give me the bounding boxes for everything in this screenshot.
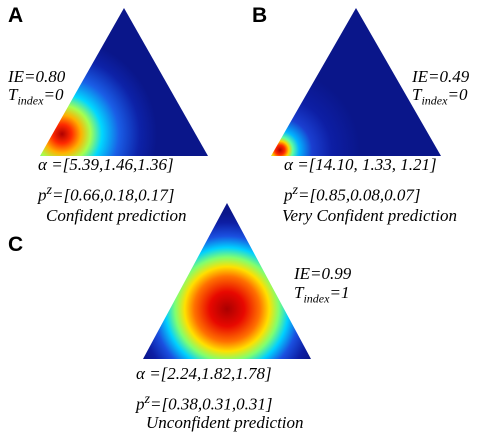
panel-letter-a: A xyxy=(8,4,24,27)
alpha-values: =[2.24,1.82,1.78] xyxy=(144,364,272,383)
tindex-symbol: T xyxy=(294,283,304,302)
alpha-b: α =[14.10, 1.33, 1.21] xyxy=(284,155,437,174)
tindex-subscript: index xyxy=(303,291,330,306)
simplex-triangle-a xyxy=(40,8,208,156)
tindex-subscript: index xyxy=(17,93,44,108)
tindex-value: =0 xyxy=(447,85,468,104)
alpha-symbol: α xyxy=(38,155,47,174)
caption-a: Confident prediction xyxy=(46,206,187,225)
tindex-b: Tindex=0 xyxy=(412,86,467,109)
simplex-triangle-b xyxy=(271,8,441,156)
p-superscript: z xyxy=(46,182,53,198)
simplex-plot-a xyxy=(40,8,208,156)
tindex-value: =0 xyxy=(43,85,64,104)
alpha-a: α =[5.39,1.46,1.36] xyxy=(38,155,174,174)
tindex-value: =1 xyxy=(329,283,350,302)
simplex-triangle-c xyxy=(143,203,311,359)
panel-letter-c: C xyxy=(8,233,24,256)
p-symbol: p xyxy=(136,394,145,414)
ie-value-a: IE=0.80 xyxy=(8,67,66,86)
alpha-values: =[5.39,1.46,1.36] xyxy=(46,155,174,174)
tindex-symbol: T xyxy=(8,85,18,104)
caption-c: Unconfident prediction xyxy=(146,413,304,432)
alpha-symbol: α xyxy=(284,155,293,174)
tindex-c: Tindex=1 xyxy=(294,284,349,307)
panel-letter-b: B xyxy=(252,4,268,27)
ie-value-c: IE=0.99 xyxy=(294,264,352,283)
tindex-subscript: index xyxy=(421,93,448,108)
p-values: =[0.38,0.31,0.31] xyxy=(150,394,273,414)
p-a: pz=[0.66,0.18,0.17] xyxy=(38,181,174,205)
p-superscript: z xyxy=(144,391,151,407)
alpha-values: =[14.10, 1.33, 1.21] xyxy=(292,155,437,174)
ie-value-b: IE=0.49 xyxy=(412,67,470,86)
simplex-plot-c xyxy=(143,203,311,359)
p-values: =[0.85,0.08,0.07] xyxy=(298,185,421,205)
p-values: =[0.66,0.18,0.17] xyxy=(52,185,175,205)
tindex-a: Tindex=0 xyxy=(8,86,63,109)
p-symbol: p xyxy=(38,185,47,205)
p-c: pz=[0.38,0.31,0.31] xyxy=(136,390,272,414)
p-b: pz=[0.85,0.08,0.07] xyxy=(284,181,420,205)
simplex-plot-b xyxy=(271,8,441,156)
alpha-c: α =[2.24,1.82,1.78] xyxy=(136,364,272,383)
caption-b: Very Confident prediction xyxy=(282,206,458,225)
p-symbol: p xyxy=(284,185,293,205)
p-superscript: z xyxy=(292,182,299,198)
tindex-symbol: T xyxy=(412,85,422,104)
alpha-symbol: α xyxy=(136,364,145,383)
